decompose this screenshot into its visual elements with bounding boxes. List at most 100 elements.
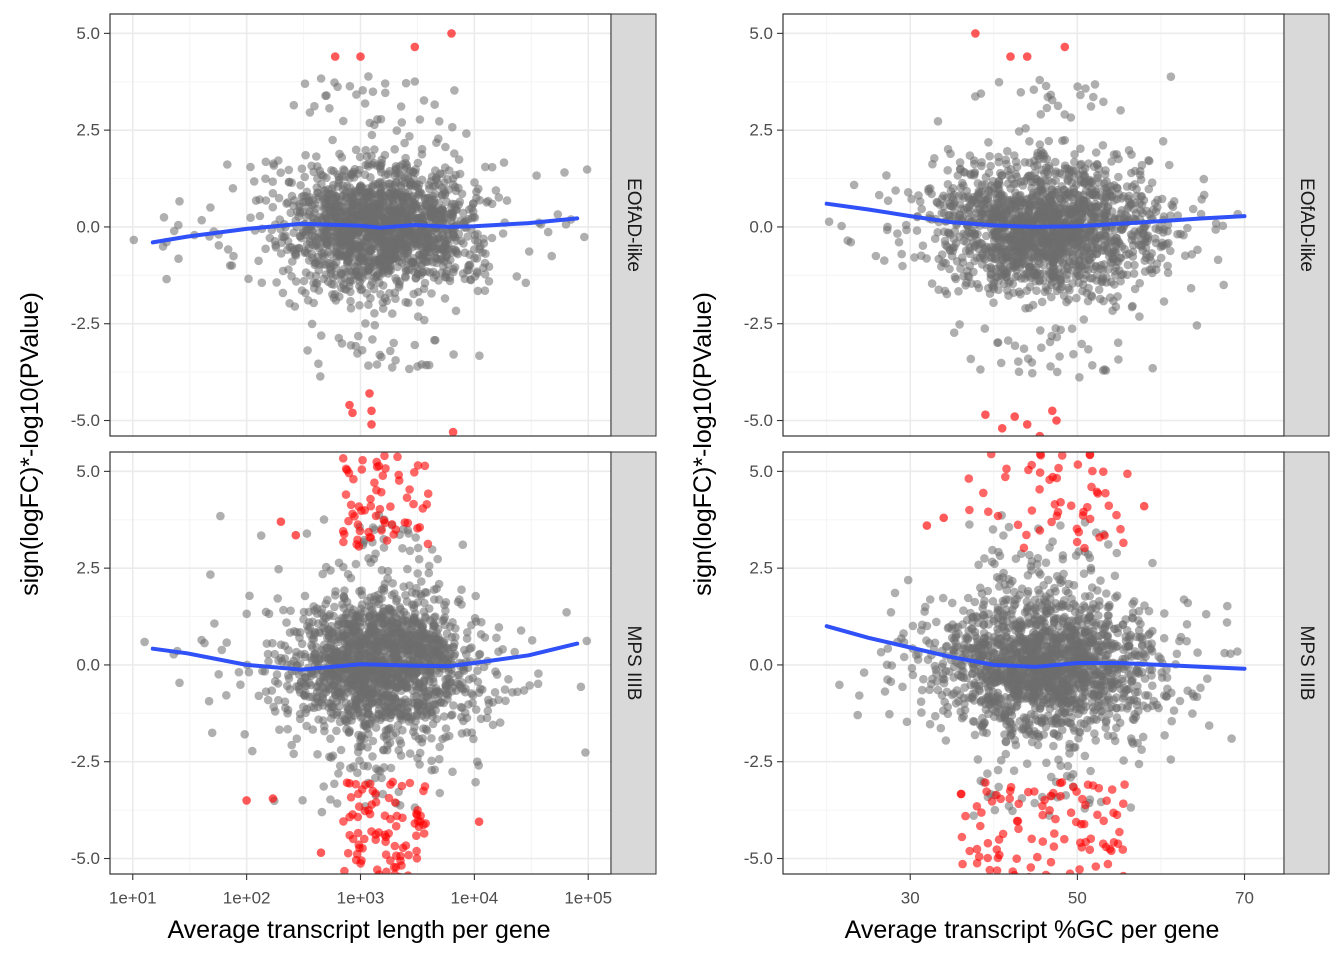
data-point [1100,179,1109,188]
data-point [1052,367,1062,377]
data-point [323,215,332,225]
data-point [1081,84,1090,93]
data-point [223,245,233,254]
data-point [1110,225,1119,235]
data-point [927,279,937,288]
data-point [355,301,364,310]
data-point [263,695,273,705]
data-point [449,701,458,710]
data-point [401,590,410,600]
data-point [312,183,322,192]
data-point [322,189,331,198]
data-point [279,605,288,615]
data-point [943,166,952,175]
data-point [313,750,322,759]
data-point [308,725,318,734]
data-point [254,691,264,701]
data-point [329,293,339,303]
data-point [380,150,390,160]
data-point [973,179,983,188]
data-point [457,585,466,594]
data-point [480,270,490,279]
data-point [370,320,380,330]
data-point [316,331,326,340]
data-point [329,180,338,190]
data-point [1036,110,1046,119]
data-point [321,270,331,279]
data-point [420,598,429,608]
data-point [495,718,505,727]
data-point [1129,204,1139,214]
data-point [271,243,281,252]
data-point [1151,207,1161,216]
data-point [422,244,431,254]
data-point [1107,185,1117,195]
data-point [310,260,320,270]
data-point [1071,261,1081,271]
data-point [441,598,451,607]
data-point [387,590,397,600]
data-point [1166,246,1175,256]
data-point [415,298,425,307]
data-point [846,237,856,247]
data-point [974,283,984,293]
data-point [1028,300,1038,310]
data-point [1082,243,1092,252]
data-point [1019,344,1029,354]
data-point [1060,198,1069,208]
data-point [427,215,437,225]
data-point-significant [1035,431,1045,436]
data-point [367,130,377,140]
data-point [1070,226,1080,236]
data-point [991,211,1001,221]
data-point [388,309,397,318]
data-point [1071,272,1080,281]
data-point [992,272,1002,282]
data-point [912,226,922,235]
data-point [1043,176,1053,185]
data-point [937,208,947,218]
data-point [1016,289,1025,299]
data-point [1108,258,1117,268]
data-point [436,213,446,223]
data-point [989,183,999,193]
data-point [1025,282,1035,292]
data-point [1127,168,1136,178]
y-tick-label: -2.5 [71,314,100,333]
data-point-significant [1006,52,1015,61]
data-point [482,713,492,723]
data-point [328,273,338,282]
data-point [391,274,400,283]
data-point [397,191,407,200]
data-point [304,210,314,219]
data-point [1076,144,1085,153]
smooth-trend-line [150,216,580,245]
data-point [560,168,569,177]
data-point [450,149,459,158]
data-point [289,749,299,759]
data-point [386,238,396,248]
data-point [1074,278,1084,288]
data-point [404,298,413,308]
data-point [1055,352,1064,361]
data-point [430,595,439,604]
data-point [440,178,449,187]
data-point [349,215,359,224]
data-point [499,158,509,167]
data-point [467,643,476,652]
data-point [289,100,299,110]
data-point [268,177,278,186]
data-point [1166,72,1176,81]
data-point [355,152,365,162]
data-point [391,356,400,365]
data-point [257,278,267,288]
data-point [207,728,217,738]
data-point [217,645,227,655]
data-point [381,88,390,98]
data-point [1091,185,1101,194]
data-point-significant [348,408,357,418]
data-point [916,251,926,260]
data-point [397,118,407,127]
data-point [547,251,556,261]
data-point [582,165,592,174]
